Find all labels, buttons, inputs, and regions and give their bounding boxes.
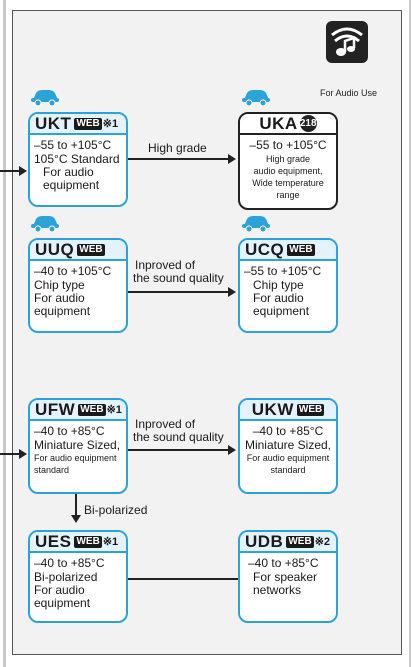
spec-line: 105°C Standard (34, 152, 120, 166)
audio-note-icon (326, 21, 368, 63)
temp-range: –40 to +105°C (34, 264, 112, 278)
spec-line: For audio (253, 291, 304, 305)
spec-line: For audio (43, 165, 94, 179)
node-ukt[interactable]: UKT WEB ※1 –55 to +105°C 105°C Standard Fo… (28, 112, 128, 207)
spec-line: audio equipment, (253, 166, 323, 176)
spec-line: equipment (34, 304, 91, 318)
car-icon (31, 216, 59, 232)
web-badge: WEB (296, 403, 325, 416)
edge-label-high-grade: High grade (148, 141, 207, 155)
car-icon (242, 90, 270, 106)
spec-line: For audio (34, 291, 85, 305)
car-icon (242, 216, 270, 232)
series-code: UKT (35, 113, 72, 133)
series-code: UKW (251, 399, 294, 419)
connector-ukt-uka (128, 158, 228, 160)
spec-line: Wide temperature range (252, 178, 324, 200)
footnote-mark: ※1 (106, 404, 122, 416)
connector-ues-udb (128, 578, 238, 580)
footnote-mark: ※1 (102, 536, 119, 548)
connector-ufw-ues (75, 494, 77, 516)
series-code: UFW (35, 399, 76, 419)
spec-line: standard (270, 465, 306, 475)
spec-line: For audio equipment (246, 453, 330, 463)
node-uuq[interactable]: UUQ WEB –40 to +105°C Chip type For audio… (28, 238, 128, 333)
temp-range: –40 to +85°C (252, 424, 324, 438)
spec-line: For audio (34, 583, 85, 597)
arrow-head (228, 154, 236, 164)
spec-line: Chip type (253, 278, 304, 292)
connector-ufw-ukw (128, 449, 228, 451)
node-uka[interactable]: UKA 218 –55 to +105°C High grade audio eq… (238, 112, 338, 210)
web-badge: WEB (74, 117, 102, 130)
node-ues[interactable]: UES WEB ※1 –40 to +85°C Bi-polarized For a… (28, 530, 128, 623)
spec-line: Chip type (34, 278, 85, 292)
node-ukw[interactable]: UKW WEB –40 to +85°C Miniature Sized, For… (238, 398, 338, 494)
left-rule (3, 0, 6, 667)
web-badge: WEB (78, 403, 106, 416)
node-ucq[interactable]: UCQ WEB –55 to +105°C Chip type For audio… (238, 238, 338, 333)
edge-label-improved: Inproved of (135, 258, 196, 272)
spec-line: Miniature Sized, (34, 438, 121, 452)
edge-label-bi-polarized: Bi-polarized (84, 503, 148, 517)
series-code: UKA (259, 113, 298, 133)
spec-line: standard (34, 465, 70, 475)
spec-line: For audio equipment (34, 453, 117, 463)
footnote-mark: ※1 (102, 118, 119, 130)
series-code: UUQ (35, 239, 75, 259)
right-rule (409, 0, 411, 667)
spec-line: equipment (253, 304, 310, 318)
series-code: UCQ (245, 239, 285, 259)
spec-line: High grade (265, 154, 311, 164)
page-number-badge: 218 (299, 115, 317, 132)
arrow-head (228, 445, 236, 455)
arrow-head (19, 166, 27, 176)
temp-range: –55 to +105°C (244, 264, 322, 278)
spec-line: networks (253, 583, 302, 597)
incoming-connector (0, 453, 20, 455)
temp-range: –40 to +85°C (34, 424, 105, 438)
car-icon (31, 90, 59, 106)
series-code: UDB (245, 531, 284, 551)
arrow-head (19, 449, 27, 459)
series-code: UES (35, 531, 72, 551)
spec-line: Bi-polarized (34, 570, 98, 584)
edge-label-sound-quality: the sound quality (133, 271, 224, 285)
web-badge: WEB (74, 535, 102, 548)
arrow-head (228, 287, 236, 297)
audio-use-label: For Audio Use (320, 88, 378, 98)
edge-label-sound-quality: the sound quality (133, 430, 224, 444)
spec-line: equipment (34, 596, 91, 610)
web-badge: WEB (287, 243, 315, 256)
temp-range: –40 to +85°C (34, 556, 105, 570)
temp-range: –55 to +105°C (34, 138, 112, 152)
web-badge: WEB (286, 535, 314, 548)
node-udb[interactable]: UDB WEB ※2 –40 to +85°C For speaker networ… (238, 530, 338, 623)
arrow-head (71, 515, 81, 523)
node-ufw[interactable]: UFW WEB ※1 –40 to +85°C Miniature Sized, F… (28, 398, 128, 494)
spec-line: Miniature Sized, (244, 438, 332, 452)
temp-range: –55 to +105°C (249, 138, 327, 152)
incoming-connector (0, 170, 20, 172)
temp-range: –40 to +85°C (248, 556, 319, 570)
spec-line: equipment (43, 178, 100, 192)
spec-line: For speaker (253, 570, 318, 584)
footnote-mark: ※2 (314, 536, 331, 548)
web-badge: WEB (77, 243, 105, 256)
connector-uuq-ucq (128, 291, 228, 293)
edge-label-improved: Inproved of (135, 417, 196, 431)
